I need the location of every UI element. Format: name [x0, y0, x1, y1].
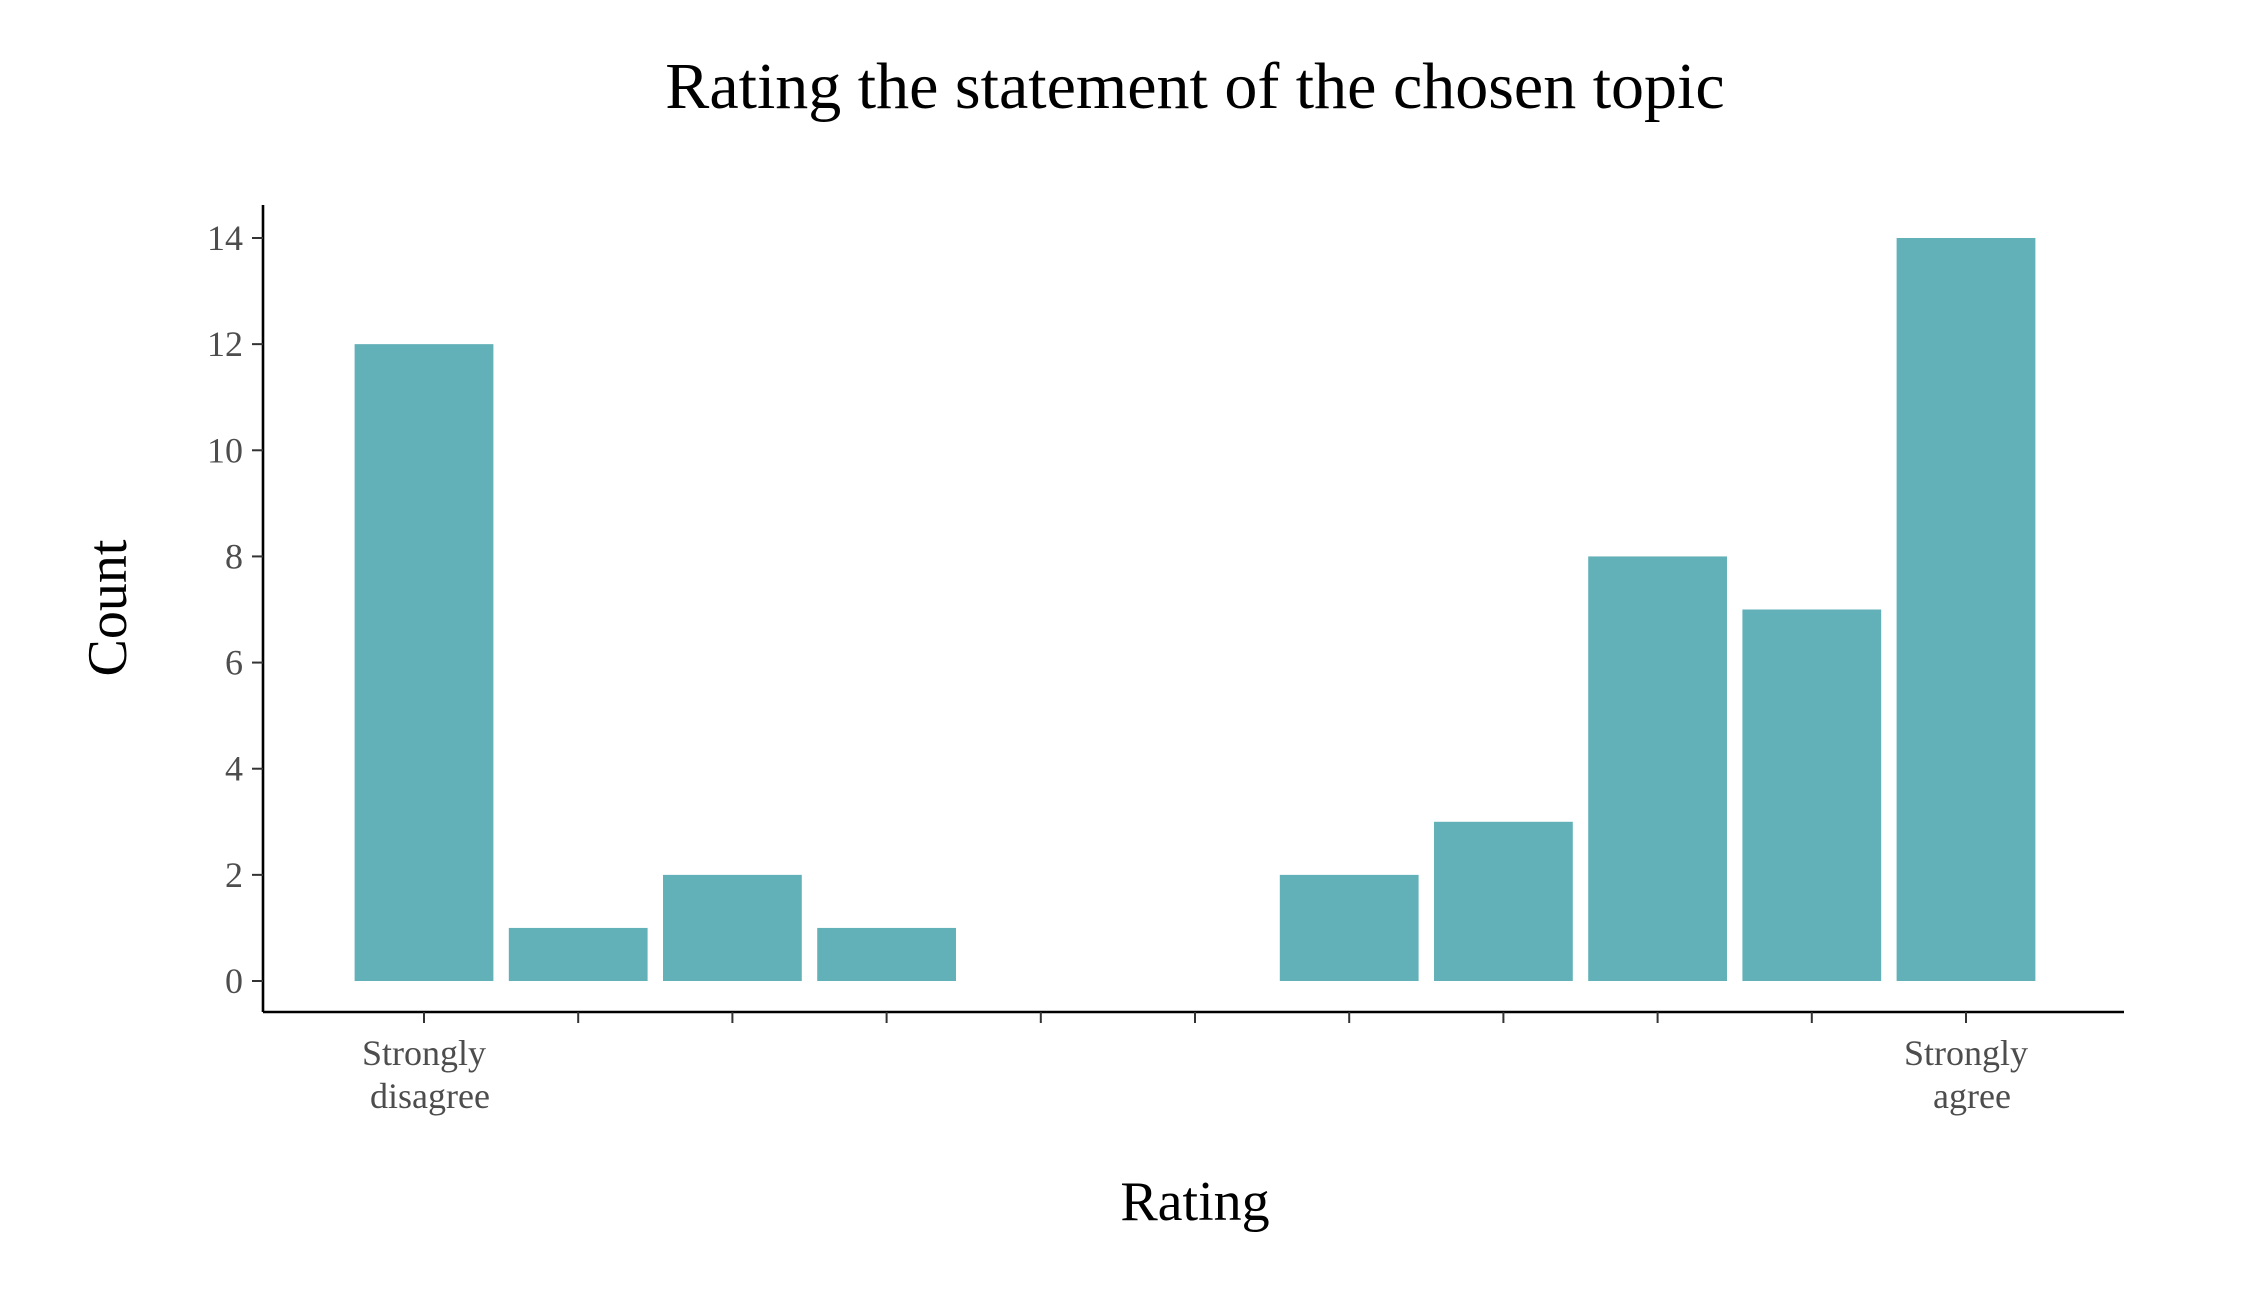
bar-9: [1588, 556, 1727, 981]
y-tick-label-2: 2: [225, 855, 243, 895]
x-tick-label-line: agree: [1933, 1076, 2011, 1116]
bar-4: [817, 927, 956, 981]
y-tick-label-12: 12: [207, 324, 243, 364]
x-tick-label-1: Strongly disagree: [362, 1033, 490, 1116]
bar-1: [354, 344, 494, 981]
bar-3: [663, 874, 802, 981]
bar-11: [1896, 238, 2036, 981]
y-tick-label-14: 14: [207, 218, 243, 258]
y-tick-label-0: 0: [225, 961, 243, 1001]
x-tick-label-11: Strongly agree: [1904, 1033, 2028, 1116]
x-tick-label-line: Strongly: [1904, 1033, 2028, 1073]
chart-title: Rating the statement of the chosen topic: [665, 50, 1724, 123]
y-tick-label-8: 8: [225, 536, 243, 576]
y-tick-label-4: 4: [225, 749, 243, 789]
bars-layer: [354, 238, 2036, 981]
y-tick-label-10: 10: [207, 430, 243, 470]
x-tick-label-line: disagree: [370, 1076, 490, 1116]
bar-8: [1434, 821, 1573, 981]
x-axis-title: Rating: [1120, 1171, 1269, 1233]
x-tick-label-line: Strongly: [362, 1033, 486, 1073]
bar-7: [1279, 874, 1419, 981]
bar-10: [1742, 609, 1882, 981]
y-axis-title: Count: [77, 539, 139, 676]
bar-2: [508, 927, 648, 981]
y-tick-label-6: 6: [225, 643, 243, 683]
